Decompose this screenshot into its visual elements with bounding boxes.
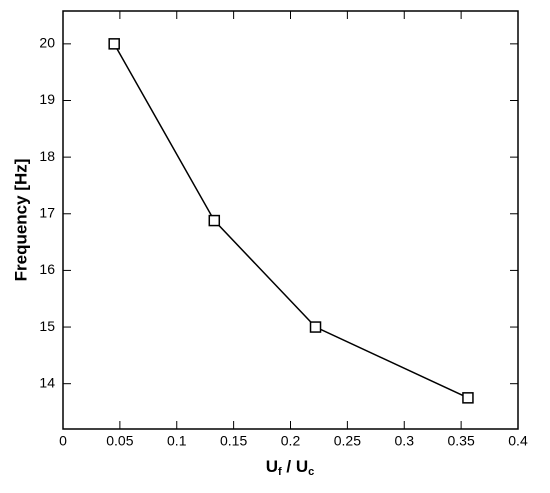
y-tick-label: 14 xyxy=(39,374,55,390)
x-axis-label: Uf / Uc xyxy=(266,457,315,477)
x-tick-label: 0.35 xyxy=(448,433,475,449)
data-point xyxy=(208,214,221,227)
y-tick-label: 16 xyxy=(39,261,55,277)
data-point xyxy=(108,38,120,50)
y-tick-label: 17 xyxy=(39,204,55,220)
x-tick-label: 0.1 xyxy=(167,433,187,449)
y-tick-label: 19 xyxy=(39,91,55,107)
data-line xyxy=(113,43,469,399)
x-tick-label: 0.15 xyxy=(220,433,247,449)
x-tick-label: 0.2 xyxy=(281,433,301,449)
data-point xyxy=(309,321,322,333)
y-axis-label: Frequency [Hz] xyxy=(11,159,30,282)
x-tick-label: 0.25 xyxy=(334,433,361,449)
x-tick-label: 0 xyxy=(59,433,67,449)
y-tick-label: 20 xyxy=(39,35,55,51)
x-tick-label: 0.4 xyxy=(508,433,528,449)
x-tick-label: 0.05 xyxy=(106,433,133,449)
data-point xyxy=(462,392,474,404)
y-tick-label: 18 xyxy=(39,148,55,164)
x-tick-label: 0.3 xyxy=(395,433,415,449)
y-tick-label: 15 xyxy=(39,318,55,334)
